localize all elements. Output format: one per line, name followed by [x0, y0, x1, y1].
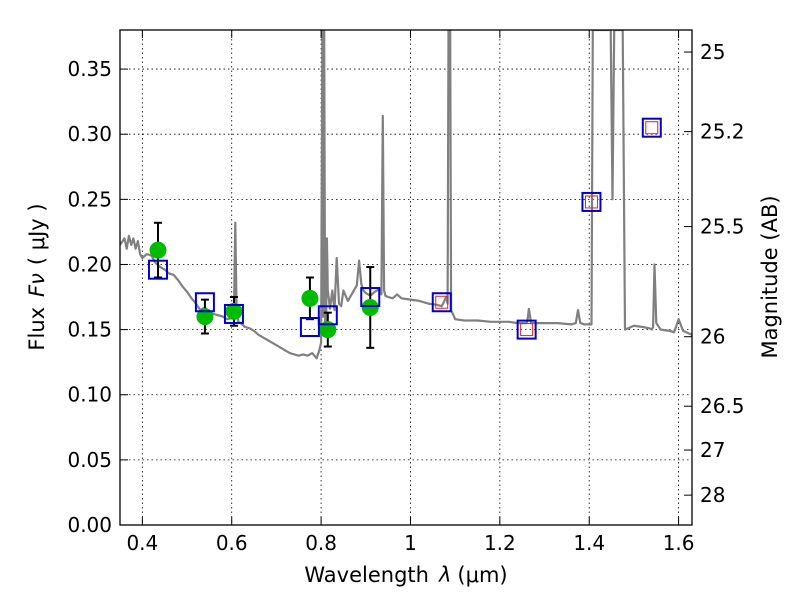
y-axis-label-symbol: Fν: [25, 273, 49, 297]
x-axis-label-text: Wavelength: [304, 563, 429, 587]
model-square-inner: [584, 195, 598, 209]
x-axis-label-unit: (μm): [457, 563, 507, 587]
observed-point: [301, 289, 319, 307]
ticks: 0.4 0.6 0.8 1 1.2 1.4 1.6 0.00 0.05 0.10 0.15 0.20 0…: [67, 30, 745, 555]
y-tick-label: 0.20: [67, 252, 112, 276]
y2-tick-label: 25: [700, 40, 725, 64]
y-tick-label: 0.30: [67, 122, 112, 146]
y2-axis-label: Magnitude (AB): [758, 195, 782, 358]
y-tick-label: 0.25: [67, 187, 112, 211]
model-square: [223, 303, 244, 324]
observed-point: [149, 241, 167, 259]
x-tick-label: 1.2: [484, 531, 516, 555]
x-tick-label: 0.8: [305, 531, 337, 555]
x-axis-label: Wavelength λ (μm): [304, 563, 507, 587]
model-square-inner: [435, 295, 449, 309]
model-square: [516, 319, 537, 340]
model-square: [299, 317, 320, 337]
model-square: [581, 191, 602, 212]
y-axis-label-text: Flux: [25, 307, 49, 351]
model-square-inner: [645, 121, 659, 135]
y2-tick-label: 27: [700, 438, 725, 462]
x-tick-label: 1.6: [663, 531, 695, 555]
x-tick-label: 0.4: [126, 531, 158, 555]
y-tick-label: 0.10: [67, 383, 112, 407]
model-square: [641, 117, 662, 138]
model-square-inner: [520, 323, 534, 337]
model-square: [431, 292, 452, 313]
y-tick-label: 0.05: [67, 448, 112, 472]
y-axis-label-unit: ( μJy ): [25, 203, 49, 265]
grid: [120, 30, 692, 525]
observed-point: [196, 308, 214, 326]
model-square: [147, 259, 168, 280]
x-axis-label-symbol: λ: [438, 563, 451, 587]
observed-point: [361, 298, 379, 316]
y-axis-label: Flux Fν ( μJy ): [25, 203, 49, 350]
y2-tick-label: 26.5: [700, 394, 745, 418]
model-square: [360, 287, 381, 308]
model-square: [194, 292, 215, 313]
y2-tick-label: 26: [700, 325, 725, 349]
y2-tick-label: 25.2: [700, 120, 745, 144]
y2-tick-label: 25.5: [700, 215, 745, 239]
y-tick-label: 0.15: [67, 318, 112, 342]
x-tick-label: 0.6: [216, 531, 248, 555]
plot-frame: [119, 29, 693, 526]
x-tick-label: 1: [404, 531, 417, 555]
y2-tick-label: 28: [700, 483, 725, 507]
model-square: [317, 305, 338, 326]
y-tick-label: 0.35: [67, 57, 112, 81]
marker-layer: [147, 117, 662, 349]
x-tick-label: 1.4: [573, 531, 605, 555]
y-tick-label: 0.00: [67, 513, 112, 537]
